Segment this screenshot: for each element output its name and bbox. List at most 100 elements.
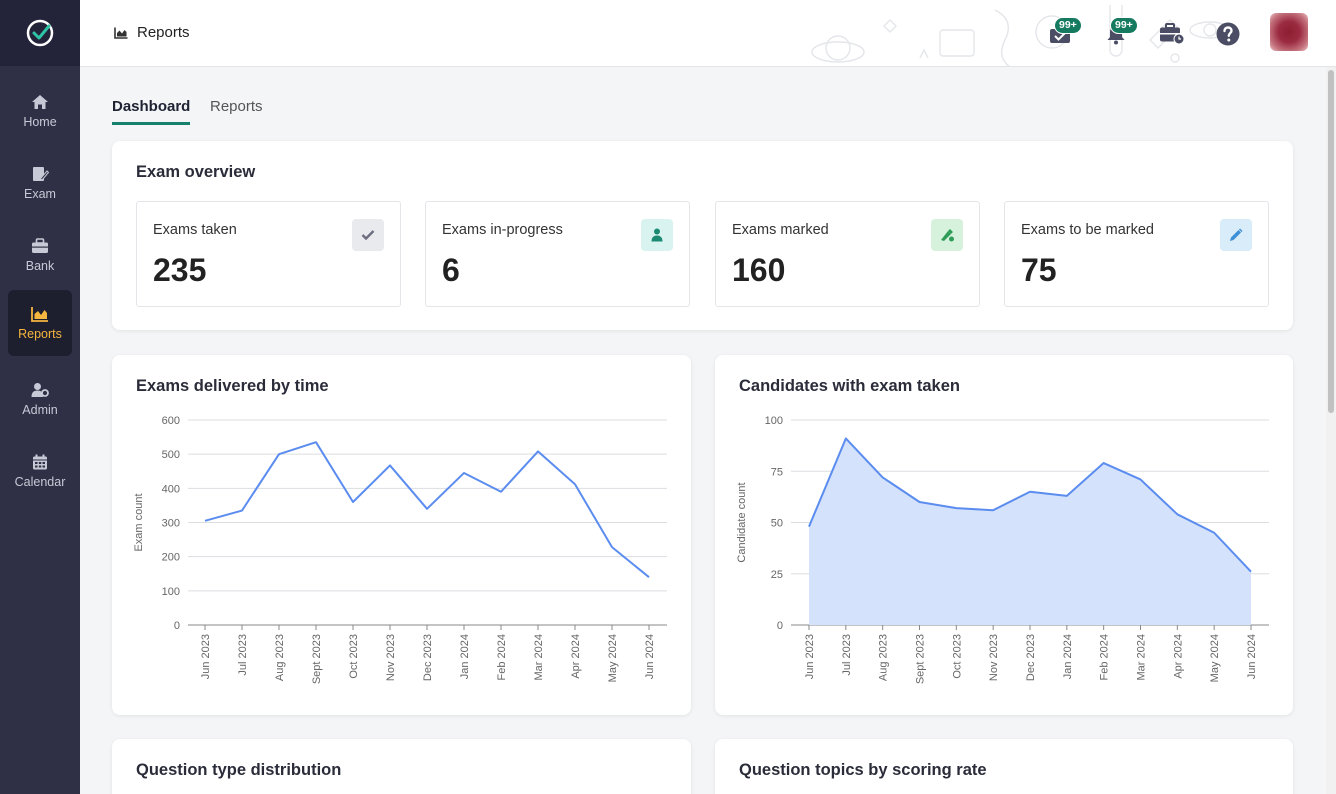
- y-tick-label: 100: [162, 586, 180, 598]
- sidebar-item-reports[interactable]: Reports: [8, 290, 72, 356]
- stat-label: Exams in-progress: [442, 222, 563, 238]
- y-tick-label: 0: [777, 620, 783, 632]
- y-tick-label: 400: [162, 483, 180, 495]
- question-topics-card: Question topics by scoring rate: [715, 739, 1293, 794]
- person-icon: [641, 219, 673, 251]
- check-icon: [352, 219, 384, 251]
- logo-icon: [26, 19, 54, 47]
- sidebar-item-label: Bank: [25, 258, 55, 273]
- chart-title: Exams delivered by time: [136, 377, 329, 395]
- sidebar-item-label: Exam: [24, 186, 56, 201]
- y-tick-label: 0: [174, 620, 180, 632]
- exams-delivered-line-chart: 0 100 200 300 400 500 600 Exam count Jun 2023 Jul…: [133, 415, 667, 684]
- y-axis-label: Candidate count: [736, 482, 748, 562]
- x-tick-label: Oct 2023: [951, 634, 963, 679]
- stat-label: Exams taken: [153, 222, 237, 238]
- y-tick-label: 500: [162, 449, 180, 461]
- exam-overview-card: Exam overview Exams taken 235 Exams in-p…: [112, 141, 1293, 330]
- y-tick-label: 100: [765, 415, 783, 427]
- sidebar-item-bank[interactable]: Bank: [8, 222, 72, 288]
- card-title: Exam overview: [136, 163, 256, 181]
- x-tick-label: Jan 2024: [459, 634, 471, 679]
- y-tick-label: 600: [162, 415, 180, 427]
- calendar-icon: [33, 454, 47, 469]
- stat-label: Exams marked: [732, 222, 829, 238]
- question-type-card: Question type distribution: [112, 739, 691, 794]
- admin-icon: [31, 382, 49, 397]
- x-tick-label: Oct 2023: [348, 634, 360, 679]
- stat-exams-taken: Exams taken 235: [136, 201, 401, 307]
- bank-icon: [32, 237, 48, 253]
- x-tick-label: Feb 2024: [1099, 634, 1111, 680]
- y-tick-label: 75: [771, 466, 783, 478]
- card-title: Question type distribution: [136, 761, 342, 779]
- marker-icon: [931, 219, 963, 251]
- stat-value: 6: [442, 252, 460, 288]
- sidebar: Home Exam Bank Reports Admin Calendar: [0, 0, 80, 794]
- x-tick-label: Aug 2023: [274, 634, 286, 681]
- sidebar-item-admin[interactable]: Admin: [8, 366, 72, 432]
- sidebar-item-home[interactable]: Home: [8, 78, 72, 144]
- stat-exams-to-be-marked: Exams to be marked 75: [1004, 201, 1269, 307]
- x-tick-label: Nov 2023: [385, 634, 397, 681]
- x-tick-label: Jul 2023: [237, 634, 249, 676]
- sidebar-item-label: Reports: [18, 326, 62, 341]
- y-axis-label: Exam count: [133, 493, 145, 551]
- tab-reports[interactable]: Reports: [210, 98, 263, 115]
- stat-value: 75: [1021, 252, 1057, 288]
- x-tick-label: Feb 2024: [496, 634, 508, 680]
- card-title: Question topics by scoring rate: [739, 761, 987, 779]
- home-icon: [32, 94, 48, 109]
- x-tick-label: Jun 2024: [1246, 634, 1258, 679]
- x-tick-label: Sept 2023: [915, 634, 927, 684]
- y-tick-label: 300: [162, 518, 180, 530]
- reports-icon: [31, 306, 48, 322]
- x-tick-label: Nov 2023: [988, 634, 1000, 681]
- scrollbar-track[interactable]: [1326, 67, 1336, 794]
- x-tick-label: Jun 2024: [644, 634, 656, 679]
- x-tick-label: May 2024: [607, 634, 619, 682]
- stat-value: 160: [732, 252, 786, 288]
- candidates-card: Candidates with exam taken 0 25 50 75 100 Can…: [715, 355, 1293, 715]
- notifications-badge: 99+: [1110, 17, 1138, 34]
- user-avatar[interactable]: [1270, 13, 1308, 51]
- help-button[interactable]: [1214, 20, 1242, 48]
- x-tick-label: Dec 2023: [422, 634, 434, 681]
- app-logo[interactable]: [0, 0, 80, 66]
- x-tick-label: Mar 2024: [1136, 634, 1148, 680]
- header-doodle-illustration: [811, 5, 1231, 66]
- breadcrumb: Reports: [114, 24, 190, 41]
- exam-icon: [33, 166, 49, 181]
- reports-icon: [114, 27, 128, 39]
- y-tick-label: 50: [771, 518, 783, 530]
- stat-value: 235: [153, 252, 207, 288]
- help-icon: [1216, 22, 1240, 46]
- y-tick-label: 25: [771, 569, 783, 581]
- stat-exams-in-progress: Exams in-progress 6: [425, 201, 690, 307]
- stat-label: Exams to be marked: [1021, 222, 1154, 238]
- chart-title: Candidates with exam taken: [739, 377, 960, 395]
- top-header: Reports 99+ 99+: [80, 0, 1336, 67]
- sidebar-item-calendar[interactable]: Calendar: [8, 438, 72, 504]
- x-tick-label: Jan 2024: [1062, 634, 1074, 679]
- sidebar-item-label: Home: [23, 114, 57, 129]
- exams-delivered-card: Exams delivered by time 0 100 200 300 400 500…: [112, 355, 691, 715]
- x-tick-label: Apr 2024: [1172, 634, 1184, 679]
- x-tick-label: Apr 2024: [570, 634, 582, 679]
- jobs-button[interactable]: [1158, 20, 1186, 48]
- exams-inbox-button[interactable]: 99+: [1046, 17, 1082, 48]
- scrollbar-thumb[interactable]: [1328, 70, 1334, 413]
- briefcase-clock-icon: [1160, 23, 1185, 45]
- notifications-button[interactable]: 99+: [1102, 17, 1138, 48]
- x-tick-label: Mar 2024: [533, 634, 545, 680]
- x-tick-label: Aug 2023: [878, 634, 890, 681]
- tab-dashboard[interactable]: Dashboard: [112, 98, 191, 125]
- x-tick-label: Jul 2023: [841, 634, 853, 676]
- candidates-area-chart: 0 25 50 75 100 Candidate count Jun 2023 Jul 202…: [736, 415, 1269, 684]
- x-tick-label: Dec 2023: [1025, 634, 1037, 681]
- x-tick-label: May 2024: [1209, 634, 1221, 682]
- stat-exams-marked: Exams marked 160: [715, 201, 980, 307]
- pen-icon: [1220, 219, 1252, 251]
- x-tick-label: Jun 2023: [804, 634, 816, 679]
- sidebar-item-exam[interactable]: Exam: [8, 150, 72, 216]
